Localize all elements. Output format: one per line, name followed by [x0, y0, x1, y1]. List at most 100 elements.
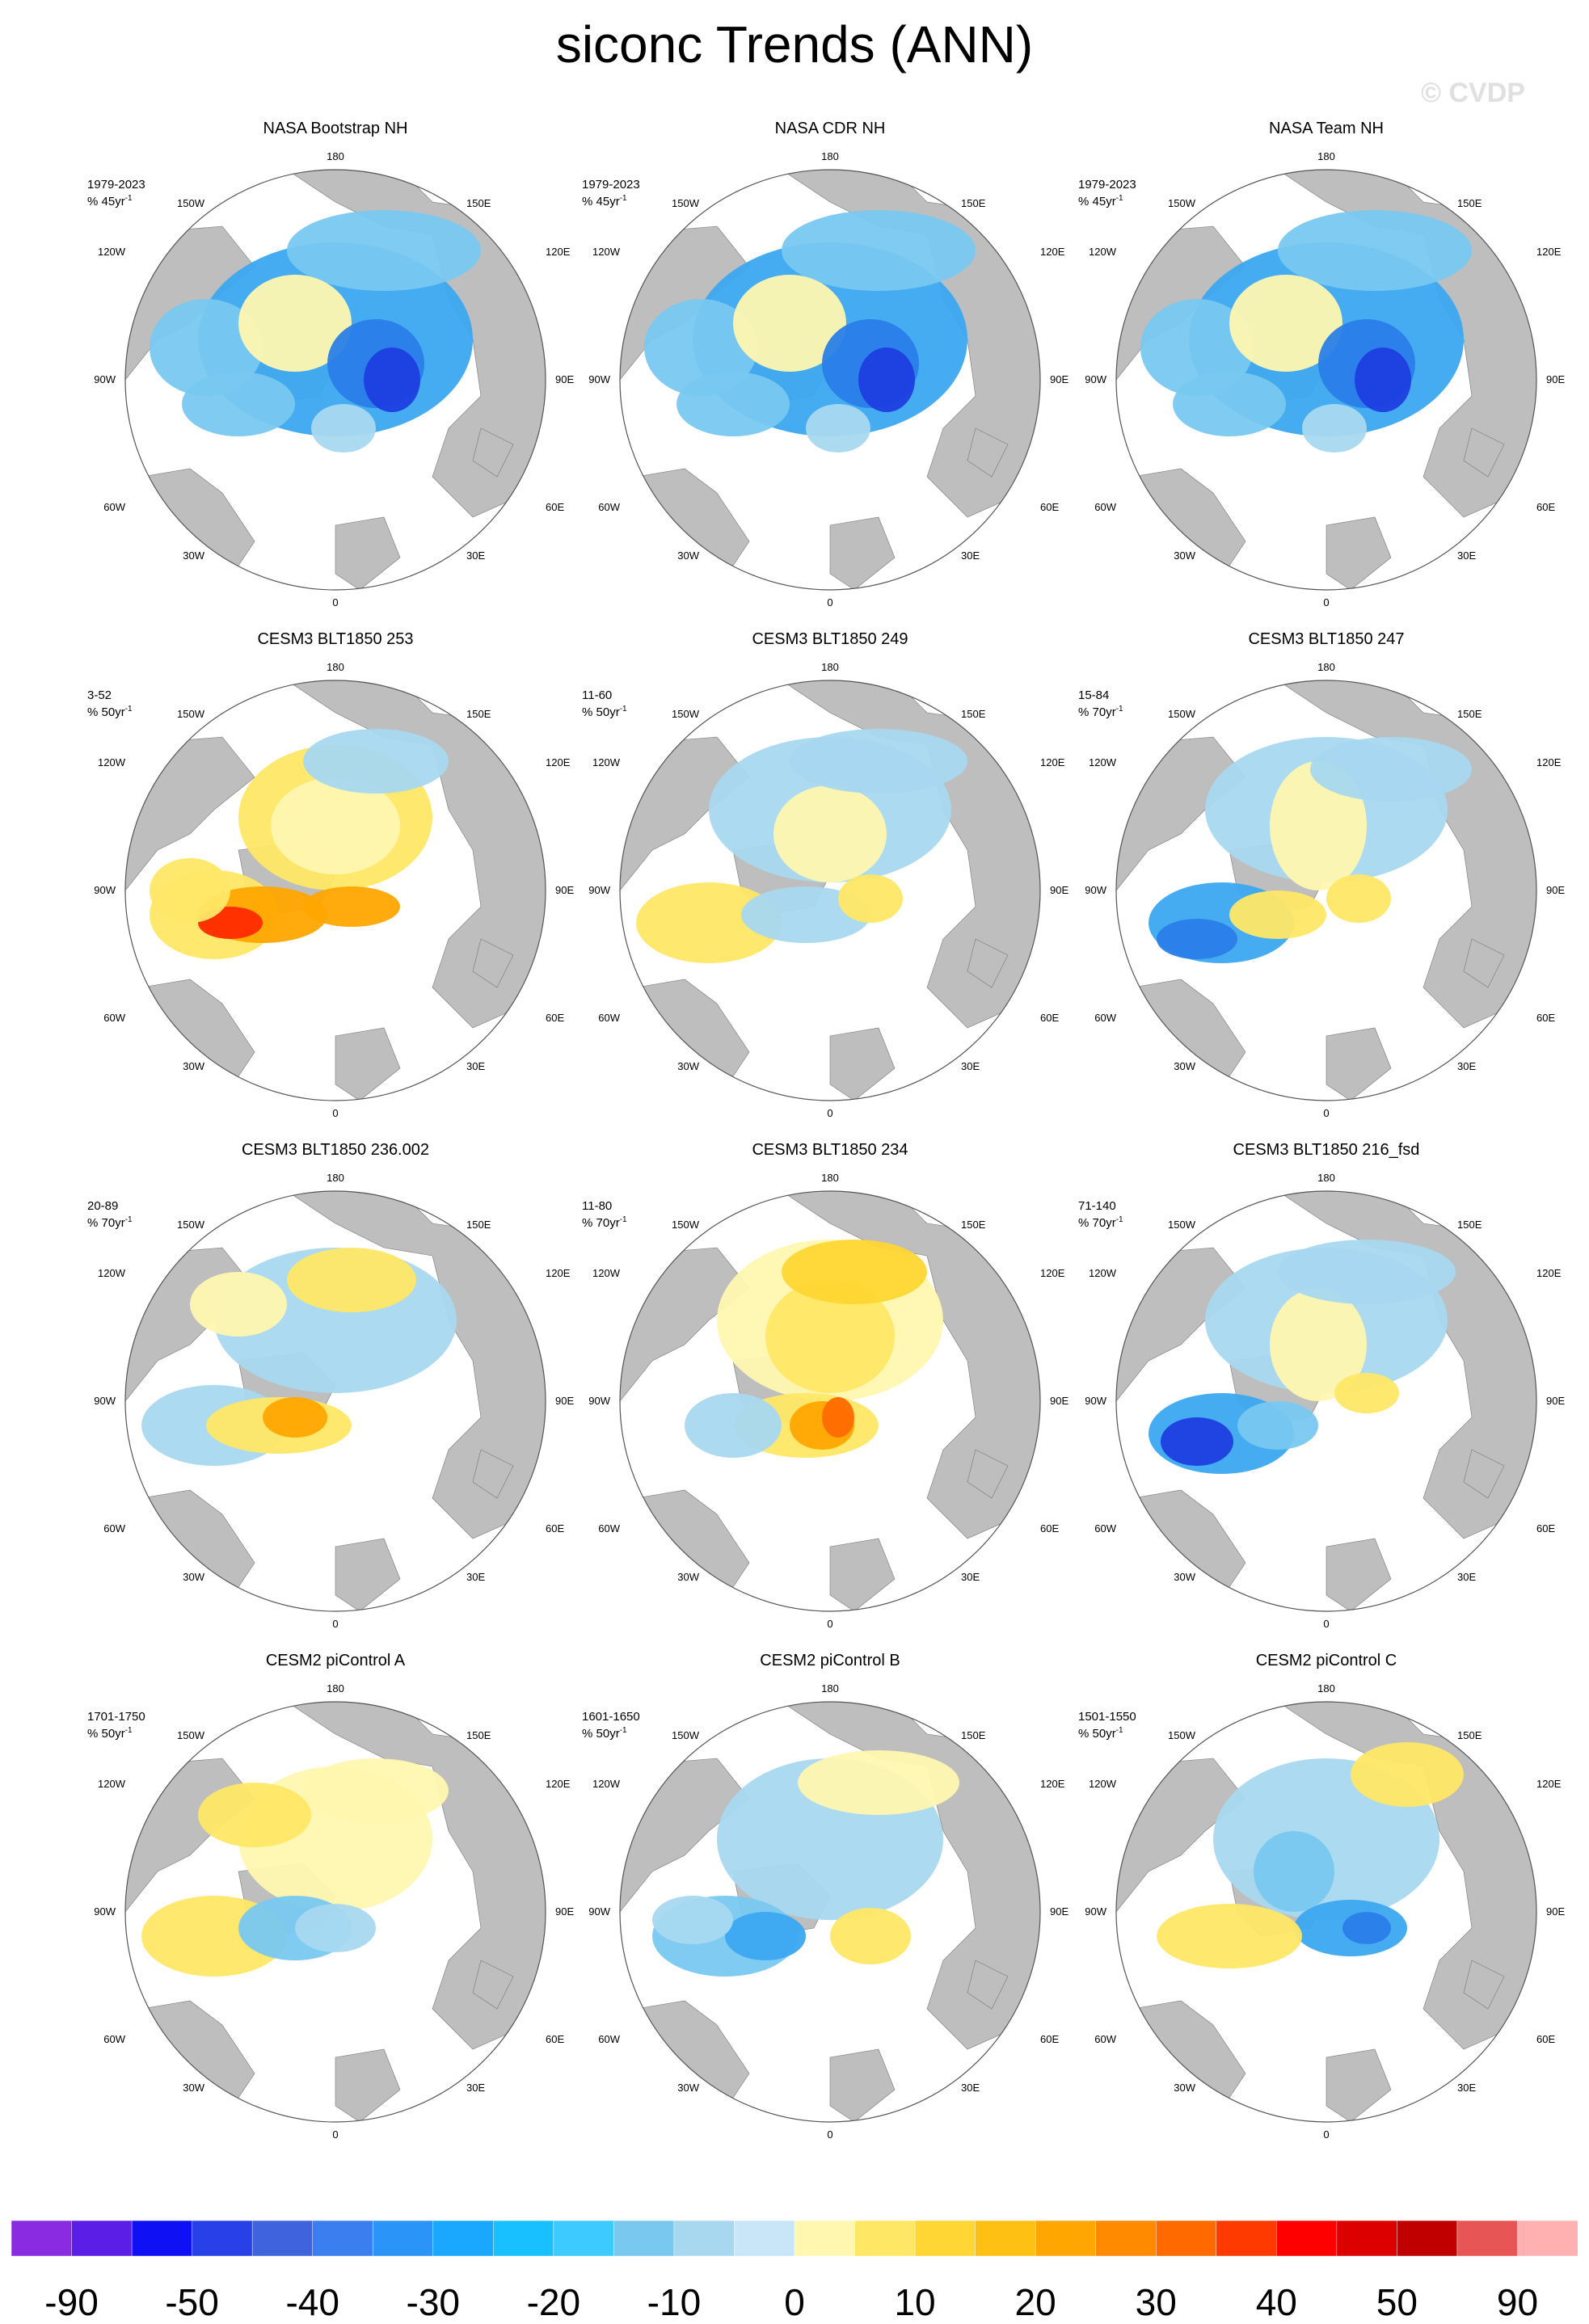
longitude-label: 150E: [961, 1219, 986, 1231]
longitude-label: 30E: [1457, 549, 1476, 562]
longitude-label: 60E: [1040, 1012, 1059, 1024]
longitude-label: 90W: [588, 884, 610, 896]
map-panel: CESM3 BLT1850 234 180 150W 150E 120W 120E 90W 9…: [582, 1141, 1078, 1642]
panel-title: CESM3 BLT1850 253: [257, 630, 414, 648]
longitude-label: 60W: [103, 501, 125, 513]
longitude-label: 0: [827, 1107, 832, 1119]
longitude-label: 150W: [1168, 708, 1196, 720]
longitude-label: 90E: [1050, 884, 1068, 896]
trend-patch: [1161, 1417, 1233, 1466]
polar-map: 180 150W 150E 120W 120E 90W 90E 60W 60E 30W 30E 0: [1085, 150, 1565, 608]
panel-title: CESM3 BLT1850 216_fsd: [1233, 1141, 1420, 1159]
polar-map: 180 150W 150E 120W 120E 90W 90E 60W 60E 30W 30E 0: [588, 1172, 1068, 1630]
longitude-label: 0: [1323, 1618, 1329, 1630]
colorbar-tick-label: 30: [1135, 2281, 1177, 2323]
longitude-label: 120E: [1536, 1778, 1562, 1790]
polar-map: 180 150W 150E 120W 120E 90W 90E 60W 60E 30W 30E 0: [94, 1172, 574, 1630]
map-border: [619, 680, 1041, 1101]
longitude-label: 90W: [94, 1395, 116, 1407]
longitude-label: 30W: [183, 1571, 204, 1583]
trend-patch: [685, 1393, 782, 1458]
colorbar-tick-label: -40: [285, 2281, 339, 2323]
trend-patch: [636, 882, 782, 963]
longitude-label: 90W: [588, 373, 610, 385]
longitude-label: 30W: [183, 2082, 204, 2094]
longitude-label: 90W: [1085, 884, 1106, 896]
longitude-label: 60E: [546, 2033, 564, 2045]
panel-title: NASA Team NH: [1269, 120, 1384, 137]
longitude-label: 120E: [1536, 1267, 1562, 1279]
polar-map: 180 150W 150E 120W 120E 90W 90E 60W 60E 30W 30E 0: [588, 1682, 1068, 2141]
longitude-label: 30W: [677, 2082, 699, 2094]
longitude-label: 120E: [546, 1267, 571, 1279]
units-label: % 70yr-1: [1078, 1215, 1123, 1230]
trend-patch: [1270, 1288, 1367, 1401]
longitude-label: 30W: [1174, 1571, 1195, 1583]
map-border: [1115, 169, 1537, 591]
map-panel: CESM2 piControl B 180 150W 150E 120W 120E 90W 9…: [582, 1652, 1078, 2153]
trend-patch: [1302, 404, 1367, 453]
colorbar-swatch: [553, 2220, 615, 2257]
trend-patch: [676, 372, 790, 436]
longitude-label: 150W: [672, 1219, 700, 1231]
trend-patch: [287, 1248, 416, 1312]
map-border: [1115, 680, 1537, 1101]
longitude-label: 0: [827, 2128, 832, 2141]
polar-map: 180 150W 150E 120W 120E 90W 90E 60W 60E 30W 30E 0: [94, 1682, 574, 2141]
colorbar-swatch: [1517, 2220, 1578, 2257]
longitude-label: 60W: [103, 1012, 125, 1024]
longitude-label: 150W: [177, 1729, 205, 1741]
map-border: [124, 680, 546, 1101]
longitude-label: 150E: [1457, 1219, 1482, 1231]
trend-patch: [838, 874, 903, 923]
longitude-label: 90E: [1050, 1395, 1068, 1407]
longitude-label: 150W: [672, 1729, 700, 1741]
longitude-label: 30E: [961, 2082, 980, 2094]
longitude-label: 90W: [1085, 1395, 1106, 1407]
map-panel: CESM3 BLT1850 216_fsd 180 150W 150E 120W 120E…: [1078, 1141, 1574, 1642]
longitude-label: 180: [1317, 1172, 1335, 1184]
trend-patch: [858, 347, 915, 412]
units-label: % 45yr-1: [87, 194, 133, 208]
longitude-label: 90W: [1085, 1905, 1106, 1918]
longitude-label: 60W: [598, 2033, 620, 2045]
page-title: siconc Trends (ANN): [555, 15, 1034, 74]
panel-title: CESM3 BLT1850 236.002: [241, 1141, 429, 1159]
trend-patch: [765, 1280, 895, 1393]
longitude-label: 150W: [1168, 1729, 1196, 1741]
longitude-label: 120W: [1089, 1267, 1117, 1279]
longitude-label: 60W: [598, 1522, 620, 1535]
longitude-label: 30E: [466, 549, 485, 562]
trend-patch: [644, 299, 757, 396]
colorbar-swatch: [372, 2220, 434, 2257]
longitude-label: 30W: [1174, 1060, 1195, 1072]
trend-patch: [773, 785, 887, 882]
units-label: % 70yr-1: [87, 1215, 133, 1230]
colorbar-swatch: [734, 2220, 795, 2257]
period-label: 1701-1750: [87, 1710, 145, 1724]
longitude-label: 150E: [961, 708, 986, 720]
units-label: % 50yr-1: [582, 1726, 627, 1741]
longitude-label: 90E: [555, 373, 574, 385]
colorbar-swatch: [1276, 2220, 1338, 2257]
trend-patch: [182, 372, 295, 436]
longitude-label: 0: [332, 596, 338, 608]
map-panel: CESM3 BLT1850 249 180 150W 150E 120W 120E 90W 9…: [582, 630, 1078, 1131]
map-border: [619, 1701, 1041, 2123]
period-label: 1979-2023: [1078, 178, 1136, 192]
panel-title: CESM3 BLT1850 249: [752, 630, 908, 648]
map-panel: NASA Team NH 180 150W 150E 120W 120E 90W 90E 60W…: [1078, 120, 1574, 621]
longitude-label: 120E: [546, 756, 571, 768]
panel-title: CESM3 BLT1850 234: [752, 1141, 908, 1159]
longitude-label: 150E: [466, 197, 491, 209]
longitude-label: 30E: [961, 1571, 980, 1583]
trend-patch: [1140, 299, 1254, 396]
colorbar-swatch: [794, 2220, 856, 2257]
polar-map: 180 150W 150E 120W 120E 90W 90E 60W 60E 30W 30E 0: [94, 150, 574, 608]
longitude-label: 180: [327, 1172, 344, 1184]
trend-patch: [303, 886, 400, 927]
colorbar-swatch: [432, 2220, 495, 2257]
colorbar-tick-label: -30: [406, 2281, 461, 2323]
trend-patch: [652, 1896, 733, 1944]
longitude-label: 150E: [466, 1729, 491, 1741]
